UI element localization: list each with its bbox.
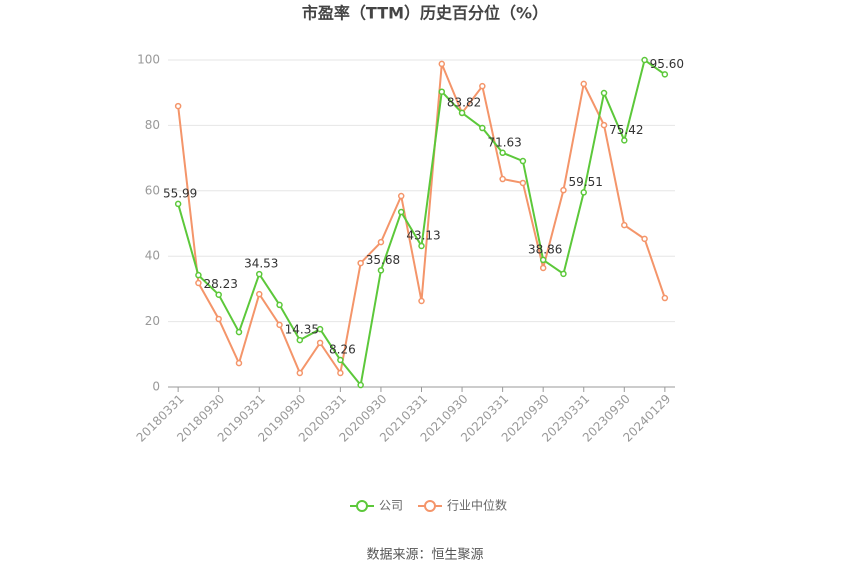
point: [397, 192, 405, 200]
point: [580, 80, 587, 88]
legend-marker: [356, 500, 368, 512]
chart-title: 市盈率（TTM）历史百分位（%）: [302, 4, 548, 23]
point: [256, 270, 263, 278]
point: [621, 137, 628, 144]
data-label: 14.35: [285, 323, 319, 337]
data-label: 35.68: [366, 253, 400, 267]
point: [397, 208, 405, 216]
point: [377, 267, 385, 274]
point: [519, 179, 527, 187]
point: [438, 60, 446, 68]
point: [519, 157, 527, 165]
data-label: 38.86: [528, 242, 562, 256]
point: [235, 359, 243, 367]
point: [600, 121, 608, 129]
y-tick-label: 0: [152, 380, 160, 394]
point: [316, 325, 324, 333]
point: [418, 297, 425, 305]
point: [539, 256, 547, 264]
point: [641, 56, 648, 64]
point: [276, 321, 283, 329]
data-label: 75.42: [609, 123, 643, 137]
point: [458, 109, 466, 117]
point: [256, 290, 263, 298]
legend-marker: [424, 500, 436, 512]
point: [641, 235, 648, 243]
y-tick-label: 60: [145, 183, 160, 197]
point: [479, 124, 486, 132]
point: [215, 291, 222, 298]
point: [276, 301, 283, 309]
point: [621, 221, 628, 229]
point: [600, 89, 608, 97]
point: [580, 189, 587, 196]
point: [377, 238, 385, 246]
data-label: 8.26: [329, 342, 356, 356]
y-tick-label: 40: [145, 249, 160, 263]
data-label: 55.99: [163, 186, 197, 200]
y-tick-label: 80: [145, 118, 160, 132]
point: [235, 328, 243, 336]
point: [316, 339, 324, 347]
point: [479, 82, 486, 90]
legend-label: 公司: [379, 499, 403, 513]
point: [357, 259, 364, 267]
data-label: 95.60: [650, 57, 684, 71]
point: [539, 264, 547, 272]
legend-label: 行业中位数: [447, 498, 507, 513]
point: [560, 270, 567, 278]
data-label: 43.13: [406, 228, 440, 242]
point: [438, 88, 446, 95]
data-label: 71.63: [487, 135, 521, 149]
point: [215, 315, 222, 323]
y-tick-label: 100: [137, 53, 160, 67]
point: [296, 336, 304, 344]
point: [357, 381, 364, 389]
data-label: 34.53: [244, 257, 278, 271]
point: [661, 294, 669, 302]
point: [195, 279, 202, 287]
data-label: 59.51: [569, 175, 603, 189]
point: [337, 356, 344, 364]
point: [296, 369, 304, 377]
point: [337, 369, 344, 377]
series-line: [177, 63, 666, 376]
point: [499, 149, 506, 157]
point: [661, 71, 669, 78]
source: 数据来源：恒生聚源: [366, 548, 483, 563]
data-label: 28.23: [204, 277, 238, 291]
point: [560, 186, 567, 194]
point: [418, 242, 425, 250]
point: [195, 271, 202, 279]
point: [174, 102, 182, 110]
point: [499, 175, 506, 183]
series-line: [177, 58, 666, 388]
point: [174, 200, 182, 208]
data-label: 83.82: [447, 95, 481, 109]
y-tick-label: 20: [145, 314, 160, 328]
